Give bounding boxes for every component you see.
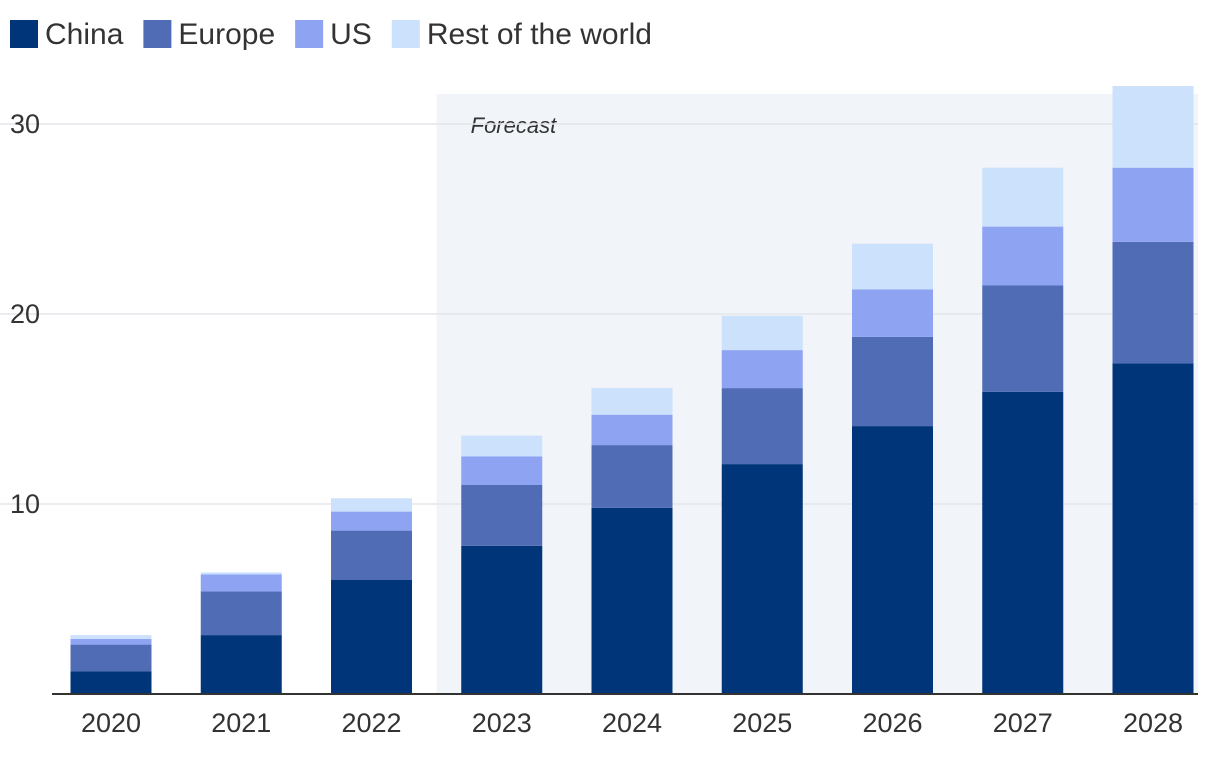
bar-europe-2027	[982, 285, 1064, 392]
x-tick-label-2021: 2021	[211, 708, 271, 738]
bar-china-2027	[982, 391, 1064, 694]
bar-rest-of-the-world-2020	[70, 635, 152, 639]
legend-swatch-us	[295, 20, 324, 48]
legend-swatch-china	[10, 20, 38, 48]
bar-us-2020	[70, 638, 152, 645]
bar-europe-2025	[721, 388, 803, 465]
bar-us-2023	[461, 456, 543, 485]
legend-label-rest-of-the-world: Rest of the world	[427, 18, 652, 51]
bar-us-2021	[200, 574, 282, 592]
y-tick-label-20: 20	[10, 299, 40, 329]
x-tick-label-2026: 2026	[862, 708, 922, 738]
bar-china-2024	[591, 507, 673, 694]
y-tick-label-10: 10	[10, 489, 40, 519]
bar-china-2028	[1112, 363, 1194, 694]
y-tick-label-30: 30	[10, 109, 40, 139]
bars	[70, 86, 1194, 694]
bar-china-2026	[852, 426, 933, 694]
bar-us-2028	[1112, 167, 1194, 242]
bar-rest-of-the-world-2023	[461, 435, 543, 457]
bar-china-2021	[200, 635, 282, 694]
bar-rest-of-the-world-2026	[852, 243, 933, 290]
bar-rest-of-the-world-2027	[982, 167, 1064, 227]
bar-europe-2024	[591, 445, 673, 508]
bar-rest-of-the-world-2021	[200, 572, 282, 575]
forecast-band	[436, 94, 1198, 694]
bar-europe-2020	[70, 644, 152, 672]
x-tick-label-2023: 2023	[472, 708, 532, 738]
bar-china-2022	[331, 580, 412, 694]
x-tick-label-2027: 2027	[993, 708, 1053, 738]
legend-swatch-europe	[143, 20, 172, 48]
bar-us-2026	[852, 289, 933, 337]
x-tick-label-2022: 2022	[341, 708, 401, 738]
bar-rest-of-the-world-2028	[1112, 86, 1194, 168]
bar-europe-2021	[200, 591, 282, 636]
x-tick-label-2028: 2028	[1123, 708, 1183, 738]
bar-china-2020	[70, 671, 152, 694]
x-tick-label-2020: 2020	[81, 708, 141, 738]
bar-china-2025	[721, 464, 803, 694]
bar-china-2023	[461, 545, 543, 694]
forecast-label: Forecast	[471, 113, 557, 138]
x-tick-label-2024: 2024	[602, 708, 662, 738]
legend-label-china: China	[45, 18, 124, 51]
bar-us-2027	[982, 226, 1064, 286]
bar-us-2025	[721, 350, 803, 389]
bar-europe-2028	[1112, 241, 1194, 364]
x-tick-label-2025: 2025	[732, 708, 792, 738]
bar-us-2022	[331, 511, 412, 531]
bar-rest-of-the-world-2025	[721, 315, 803, 351]
bar-europe-2022	[331, 530, 412, 580]
bar-rest-of-the-world-2022	[331, 498, 412, 512]
bar-europe-2023	[461, 485, 543, 546]
legend-swatch-rest-of-the-world	[391, 20, 420, 48]
legend-label-europe: Europe	[178, 18, 275, 51]
bar-us-2024	[591, 414, 673, 446]
bar-rest-of-the-world-2024	[591, 388, 673, 415]
x-axis-ticks: 2020 2021 2022 2023 2024 2025 2026 2027 2028	[81, 708, 1183, 738]
y-axis-ticks: 10 20 30	[10, 109, 40, 519]
legend: China Europe US Rest of the world	[10, 18, 652, 51]
legend-label-us: US	[330, 18, 372, 51]
bar-europe-2026	[852, 336, 933, 427]
